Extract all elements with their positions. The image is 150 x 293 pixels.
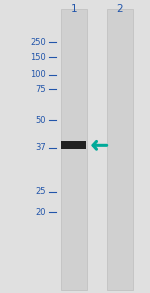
Bar xyxy=(61,142,86,149)
Text: 50: 50 xyxy=(35,116,46,125)
Text: 75: 75 xyxy=(35,85,46,94)
Text: 37: 37 xyxy=(35,144,46,152)
Text: 100: 100 xyxy=(30,70,46,79)
Text: 25: 25 xyxy=(35,188,46,196)
Text: 20: 20 xyxy=(35,208,46,217)
Text: 250: 250 xyxy=(30,38,46,47)
Text: 2: 2 xyxy=(116,4,123,14)
Bar xyxy=(61,9,87,290)
Bar xyxy=(106,9,133,290)
Text: 150: 150 xyxy=(30,53,46,62)
Text: 1: 1 xyxy=(70,4,77,14)
